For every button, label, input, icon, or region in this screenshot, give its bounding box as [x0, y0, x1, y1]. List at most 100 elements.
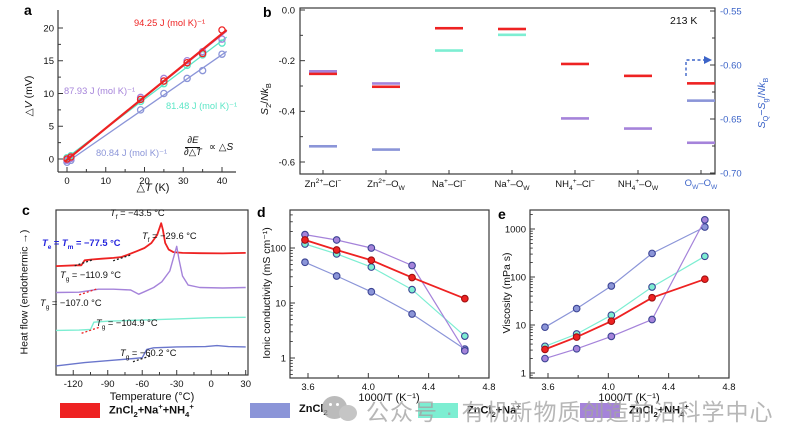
- axes: 0 10 20 30 40 0 5 10 15 20: [43, 10, 236, 187]
- legend-item-zncl2-na: ZnCl2+Na+: [418, 402, 521, 419]
- legend-item-zncl2-nh4: ZnCl2+NH4+: [580, 402, 689, 419]
- svg-text:1000: 1000: [505, 224, 526, 235]
- data-point: [648, 283, 656, 291]
- level-marker: [498, 27, 526, 31]
- series-zncl2-nh4: [541, 216, 709, 363]
- data-point: [460, 332, 469, 340]
- level-marker: [624, 74, 652, 78]
- annotation-tf2: Tf = −29.6 °C: [142, 231, 197, 244]
- slope-label-zncl2-na: 81.48 J (mol K)⁻¹: [166, 101, 238, 111]
- panel-e: e 3.6 4.0 4.4 4.8 1 10 100 1000 Viscosity (mPa …: [495, 198, 786, 412]
- panel-e-y-axis-label: Viscosity (mPa s): [501, 252, 513, 334]
- panel-b-right-y-axis-label: SQ−Sg/NkB: [755, 77, 771, 129]
- data-point: [607, 282, 616, 290]
- category-label: Zn2+–OW: [367, 178, 405, 193]
- data-point: [648, 315, 656, 324]
- data-point: [541, 323, 549, 332]
- category-label: Zn2+–Cl−: [304, 178, 342, 191]
- svg-text:4.8: 4.8: [722, 382, 735, 393]
- data-point: [332, 246, 341, 254]
- data-point: [572, 304, 581, 313]
- data-point: [198, 66, 207, 75]
- panel-c-x-axis-label: Temperature (°C): [109, 391, 195, 403]
- svg-text:-0.65: -0.65: [720, 114, 742, 125]
- data-point: [648, 293, 656, 302]
- svg-text:100: 100: [270, 243, 286, 254]
- svg-text:10: 10: [275, 298, 286, 309]
- svg-text:40: 40: [217, 176, 228, 187]
- series-zncl2: [309, 99, 715, 151]
- panel-d-y-axis-label: Ionic conductivity (mS cm⁻¹): [261, 227, 273, 359]
- tangent-mark: [81, 326, 100, 334]
- data-point: [183, 58, 191, 67]
- data-point: [408, 310, 416, 318]
- data-point: [160, 77, 168, 85]
- category-label: Na+–OW: [494, 178, 530, 193]
- panel-a-x-axis-label: △T (K): [136, 182, 170, 194]
- svg-text:-0.60: -0.60: [720, 60, 742, 71]
- data-point: [332, 272, 341, 280]
- svg-text:0.0: 0.0: [282, 5, 295, 16]
- series-zncl2-na-nh4: [309, 26, 715, 89]
- panel-a: a 0 10 20 30 40 0 5 10 15 20 △V (mV) △T (K) ∂E ∂△…: [8, 2, 255, 198]
- level-marker: [687, 141, 715, 145]
- legend: ZnCl2+Na++NH4+ ZnCl2 ZnCl2+Na+ ZnCl2+NH4…: [0, 402, 786, 426]
- level-marker: [309, 144, 337, 148]
- dsc-curve-zncl2-nh4: [55, 245, 246, 295]
- slope-label-zncl2-nh4: 87.93 J (mol K)⁻¹: [64, 86, 136, 96]
- legend-label: ZnCl2+Na+: [467, 402, 521, 419]
- panel-d-x-axis-label: 1000/T (K⁻¹): [358, 392, 420, 404]
- panel-b-plot: 0.0 -0.2 -0.4 -0.6 -0.55 -0.60 -0.65 -0.70: [279, 5, 742, 179]
- panel-c: c -120 -90 -60 -30 0 30 Heat flow (endothermi…: [8, 198, 256, 412]
- right-axis-arrow-icon: [685, 56, 712, 76]
- panel-d-plot: 3.6 4.0 4.4 4.8 1 10 100: [270, 209, 495, 393]
- data-point: [367, 256, 376, 265]
- svg-text:-0.4: -0.4: [279, 107, 295, 118]
- level-marker: [624, 127, 652, 130]
- legend-swatch-purple: [580, 403, 620, 418]
- data-point: [136, 95, 145, 104]
- temperature-note: 213 K: [670, 15, 698, 27]
- data-point: [460, 346, 469, 355]
- svg-text:-30: -30: [170, 379, 184, 390]
- axes: 3.6 4.0 4.4 4.8 1 10 100 1000: [505, 209, 736, 393]
- data-point: [541, 345, 549, 354]
- panel-label-d: d: [257, 204, 266, 220]
- svg-text:-0.70: -0.70: [720, 168, 742, 179]
- data-point: [607, 332, 616, 341]
- data-point: [700, 216, 709, 224]
- legend-swatch-blue: [250, 403, 290, 418]
- panel-e-plot: 3.6 4.0 4.4 4.8 1 10 100 1000: [505, 209, 736, 393]
- panel-label-e: e: [498, 206, 506, 222]
- panel-a-y-axis-label: △V (mV): [23, 75, 35, 117]
- series-zncl2-nh4: [301, 230, 469, 355]
- level-marker: [309, 72, 337, 76]
- data-point: [408, 273, 416, 282]
- svg-text:30: 30: [240, 379, 251, 390]
- svg-text:10: 10: [515, 320, 526, 331]
- data-point: [648, 249, 656, 258]
- data-point: [67, 153, 75, 161]
- level-marker: [435, 26, 463, 30]
- data-point: [218, 35, 226, 43]
- svg-text:0: 0: [64, 176, 69, 187]
- svg-text:20: 20: [43, 23, 54, 34]
- data-point: [408, 261, 416, 270]
- svg-text:4.4: 4.4: [662, 382, 675, 393]
- data-point: [160, 89, 168, 98]
- series-zncl2-nh4: [309, 70, 715, 145]
- panel-b: b 0.0 -0.2 -0.4 -0.6 -0.55 -0.60 -0.65 -0.70 S2…: [255, 2, 786, 198]
- slope-label-zncl2: 80.84 J (mol K)⁻¹: [96, 148, 168, 158]
- data-point: [460, 294, 469, 303]
- series-zncl2-na: [435, 33, 526, 52]
- panel-e-x-axis-label: 1000/T (K⁻¹): [598, 392, 660, 404]
- legend-label: ZnCl2+NH4+: [629, 402, 689, 419]
- level-marker: [372, 85, 400, 89]
- annotation-tg4: Tg = −60.2 °C: [120, 348, 177, 361]
- data-point: [63, 155, 71, 163]
- data-point: [367, 263, 376, 271]
- level-marker: [498, 33, 526, 37]
- panel-a-plot: 0 10 20 30 40 0 5 10 15 20: [43, 10, 236, 187]
- svg-text:-0.6: -0.6: [279, 157, 295, 168]
